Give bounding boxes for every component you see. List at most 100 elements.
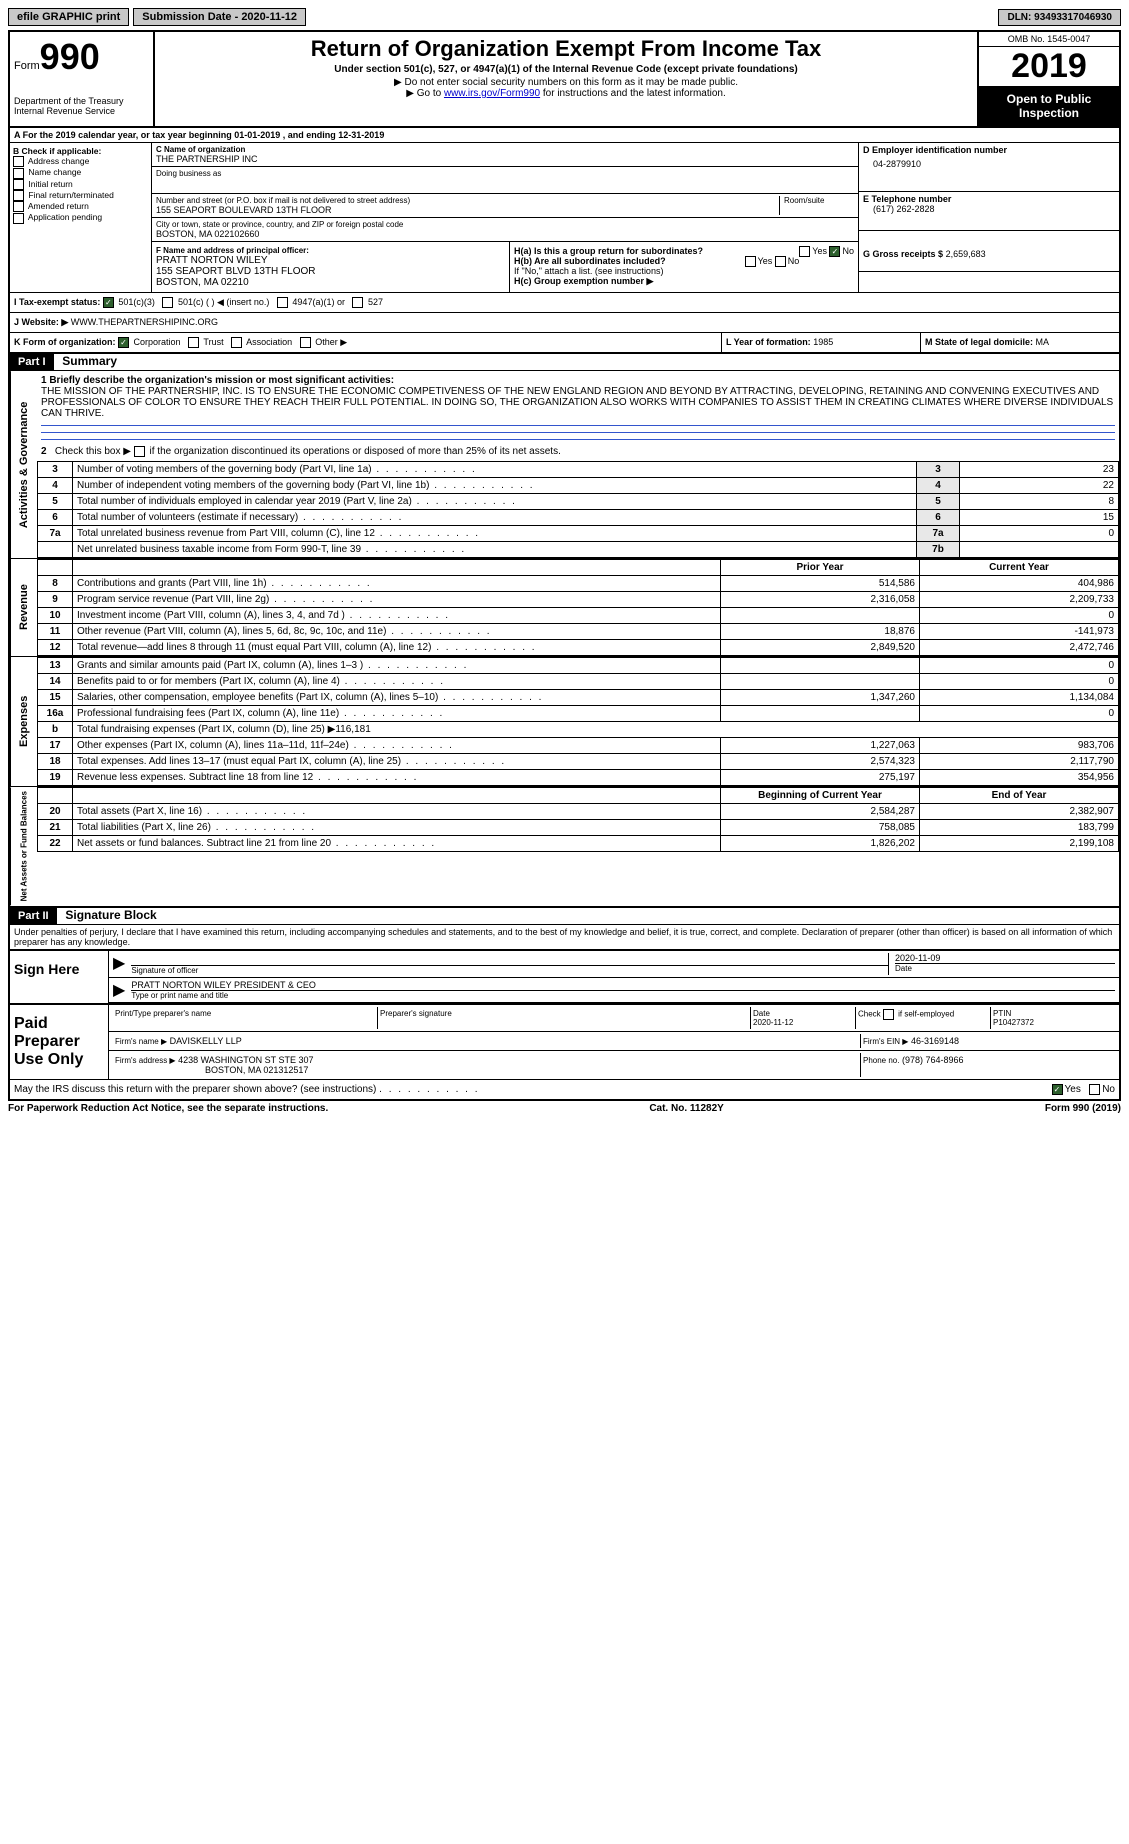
omb-number: OMB No. 1545-0047 <box>979 32 1119 47</box>
paperwork-notice: For Paperwork Reduction Act Notice, see … <box>8 1103 328 1114</box>
officer-addr2: BOSTON, MA 02210 <box>156 277 505 288</box>
revenue-row: 11Other revenue (Part VIII, column (A), … <box>38 624 1119 640</box>
h-c: H(c) Group exemption number ▶ <box>514 276 854 287</box>
corp-checkbox[interactable] <box>118 337 129 348</box>
note-goto: ▶ Go to www.irs.gov/Form990 for instruct… <box>159 88 973 99</box>
submission-date: Submission Date - 2020-11-12 <box>133 8 306 26</box>
form-subtitle: Under section 501(c), 527, or 4947(a)(1)… <box>159 64 973 75</box>
discuss-yes-checkbox[interactable] <box>1052 1084 1063 1095</box>
line-a: A For the 2019 calendar year, or tax yea… <box>10 128 1119 143</box>
box-d-label: D Employer identification number <box>863 145 1115 155</box>
net-assets-row: 21Total liabilities (Part X, line 26)758… <box>38 820 1119 836</box>
expense-row: 17Other expenses (Part IX, column (A), l… <box>38 738 1119 754</box>
revenue-row: 9Program service revenue (Part VIII, lin… <box>38 592 1119 608</box>
4947-checkbox[interactable] <box>277 297 288 308</box>
expense-row: 13Grants and similar amounts paid (Part … <box>38 658 1119 674</box>
city-state-zip: BOSTON, MA 022102660 <box>156 229 854 239</box>
irs-link[interactable]: www.irs.gov/Form990 <box>444 88 540 99</box>
assoc-checkbox[interactable] <box>231 337 242 348</box>
line-m-label: M State of legal domicile: <box>925 337 1033 347</box>
summary-row: 4Number of independent voting members of… <box>38 478 1119 494</box>
efile-button[interactable]: efile GRAPHIC print <box>8 8 129 26</box>
net-assets-row: 20Total assets (Part X, line 16)2,584,28… <box>38 804 1119 820</box>
vtab-expenses: Expenses <box>10 657 37 786</box>
box-b-option[interactable]: Application pending <box>13 212 148 223</box>
org-name: THE PARTNERSHIP INC <box>156 154 854 164</box>
form-container: Form990 Department of the Treasury Inter… <box>8 30 1121 1101</box>
trust-checkbox[interactable] <box>188 337 199 348</box>
box-g-label: G Gross receipts $ <box>863 249 943 259</box>
street-label: Number and street (or P.O. box if mail i… <box>156 196 775 205</box>
expense-row: 14Benefits paid to or for members (Part … <box>38 674 1119 690</box>
arrow-icon: ▶ <box>113 953 125 975</box>
discuss-no-checkbox[interactable] <box>1089 1084 1100 1095</box>
top-bar: efile GRAPHIC print Submission Date - 20… <box>8 8 1121 26</box>
street-address: 155 SEAPORT BOULEVARD 13TH FLOOR <box>156 205 775 215</box>
line2-checkbox[interactable] <box>134 446 145 457</box>
summary-row: 6Total number of volunteers (estimate if… <box>38 510 1119 526</box>
officer-typed-name: PRATT NORTON WILEY PRESIDENT & CEO <box>131 980 1115 991</box>
part2-header: Part II <box>10 908 57 924</box>
box-b-option[interactable]: Final return/terminated <box>13 190 148 201</box>
expense-row: 18Total expenses. Add lines 13–17 (must … <box>38 754 1119 770</box>
vtab-activities: Activities & Governance <box>10 371 37 558</box>
self-emp-checkbox[interactable] <box>883 1009 894 1020</box>
line-i-label: I Tax-exempt status: <box>14 297 100 307</box>
h-b: H(b) Are all subordinates included? Yes … <box>514 256 854 266</box>
line2-label: 2 Check this box ▶ if the organization d… <box>41 446 1115 457</box>
gross-receipts: 2,659,683 <box>946 249 986 259</box>
officer-name: PRATT NORTON WILEY <box>156 255 505 266</box>
form-header: Form990 Department of the Treasury Inter… <box>10 32 1119 128</box>
h-a: H(a) Is this a group return for subordin… <box>514 246 854 256</box>
ha-no-checkbox[interactable] <box>829 246 840 257</box>
box-f-label: F Name and address of principal officer: <box>156 246 505 255</box>
room-suite-label: Room/suite <box>780 196 854 215</box>
year-formation: 1985 <box>813 337 833 347</box>
tax-year: 2019 <box>979 47 1119 86</box>
firm-addr1: 4238 WASHINGTON ST STE 307 <box>178 1055 313 1065</box>
dept-treasury: Department of the Treasury <box>14 96 149 106</box>
summary-row: 7aTotal unrelated business revenue from … <box>38 526 1119 542</box>
hb-no-checkbox[interactable] <box>775 256 786 267</box>
summary-row: 3Number of voting members of the governi… <box>38 462 1119 478</box>
line1-label: 1 Briefly describe the organization's mi… <box>41 375 1115 386</box>
501c3-checkbox[interactable] <box>103 297 114 308</box>
line-l-label: L Year of formation: <box>726 337 811 347</box>
self-employed: Check if self-employed <box>855 1007 990 1029</box>
box-e-label: E Telephone number <box>863 194 1115 204</box>
summary-row: 5Total number of individuals employed in… <box>38 494 1119 510</box>
phone-value: (617) 262-2828 <box>863 204 1115 214</box>
box-b-option[interactable]: Name change <box>13 167 148 178</box>
hb-yes-checkbox[interactable] <box>745 256 756 267</box>
prep-sig-label: Preparer's signature <box>380 1009 748 1018</box>
mission-text: THE MISSION OF THE PARTNERSHIP, INC. IS … <box>41 386 1115 419</box>
ha-yes-checkbox[interactable] <box>799 246 810 257</box>
website-value: WWW.THEPARTNERSHIPINC.ORG <box>71 317 218 327</box>
line-j-label: J Website: ▶ <box>14 317 68 327</box>
cat-no: Cat. No. 11282Y <box>649 1103 723 1114</box>
prep-name-label: Print/Type preparer's name <box>115 1009 375 1018</box>
prep-date: 2020-11-12 <box>753 1018 793 1027</box>
box-c-label: C Name of organization <box>156 145 245 154</box>
firm-name: DAVISKELLY LLP <box>170 1036 242 1046</box>
form-title: Return of Organization Exempt From Incom… <box>159 36 973 62</box>
501c-checkbox[interactable] <box>162 297 173 308</box>
vtab-revenue: Revenue <box>10 559 37 656</box>
expense-row: 19Revenue less expenses. Subtract line 1… <box>38 770 1119 786</box>
box-b-option[interactable]: Initial return <box>13 179 148 190</box>
other-checkbox[interactable] <box>300 337 311 348</box>
revenue-row: 8Contributions and grants (Part VIII, li… <box>38 576 1119 592</box>
part2-title: Signature Block <box>59 906 162 924</box>
firm-ein: 46-3169148 <box>911 1036 959 1046</box>
expense-row: bTotal fundraising expenses (Part IX, co… <box>38 722 1119 738</box>
arrow-icon: ▶ <box>113 980 125 1000</box>
sig-date: 2020-11-09 <box>895 953 1115 963</box>
527-checkbox[interactable] <box>352 297 363 308</box>
penalty-text: Under penalties of perjury, I declare th… <box>10 924 1119 949</box>
col-headers-na: Beginning of Current YearEnd of Year <box>38 788 1119 804</box>
date-label: Date <box>895 963 1115 973</box>
box-b-option[interactable]: Address change <box>13 156 148 167</box>
box-b-option[interactable]: Amended return <box>13 201 148 212</box>
revenue-row: 12Total revenue—add lines 8 through 11 (… <box>38 640 1119 656</box>
type-name-label: Type or print name and title <box>131 991 1115 1000</box>
